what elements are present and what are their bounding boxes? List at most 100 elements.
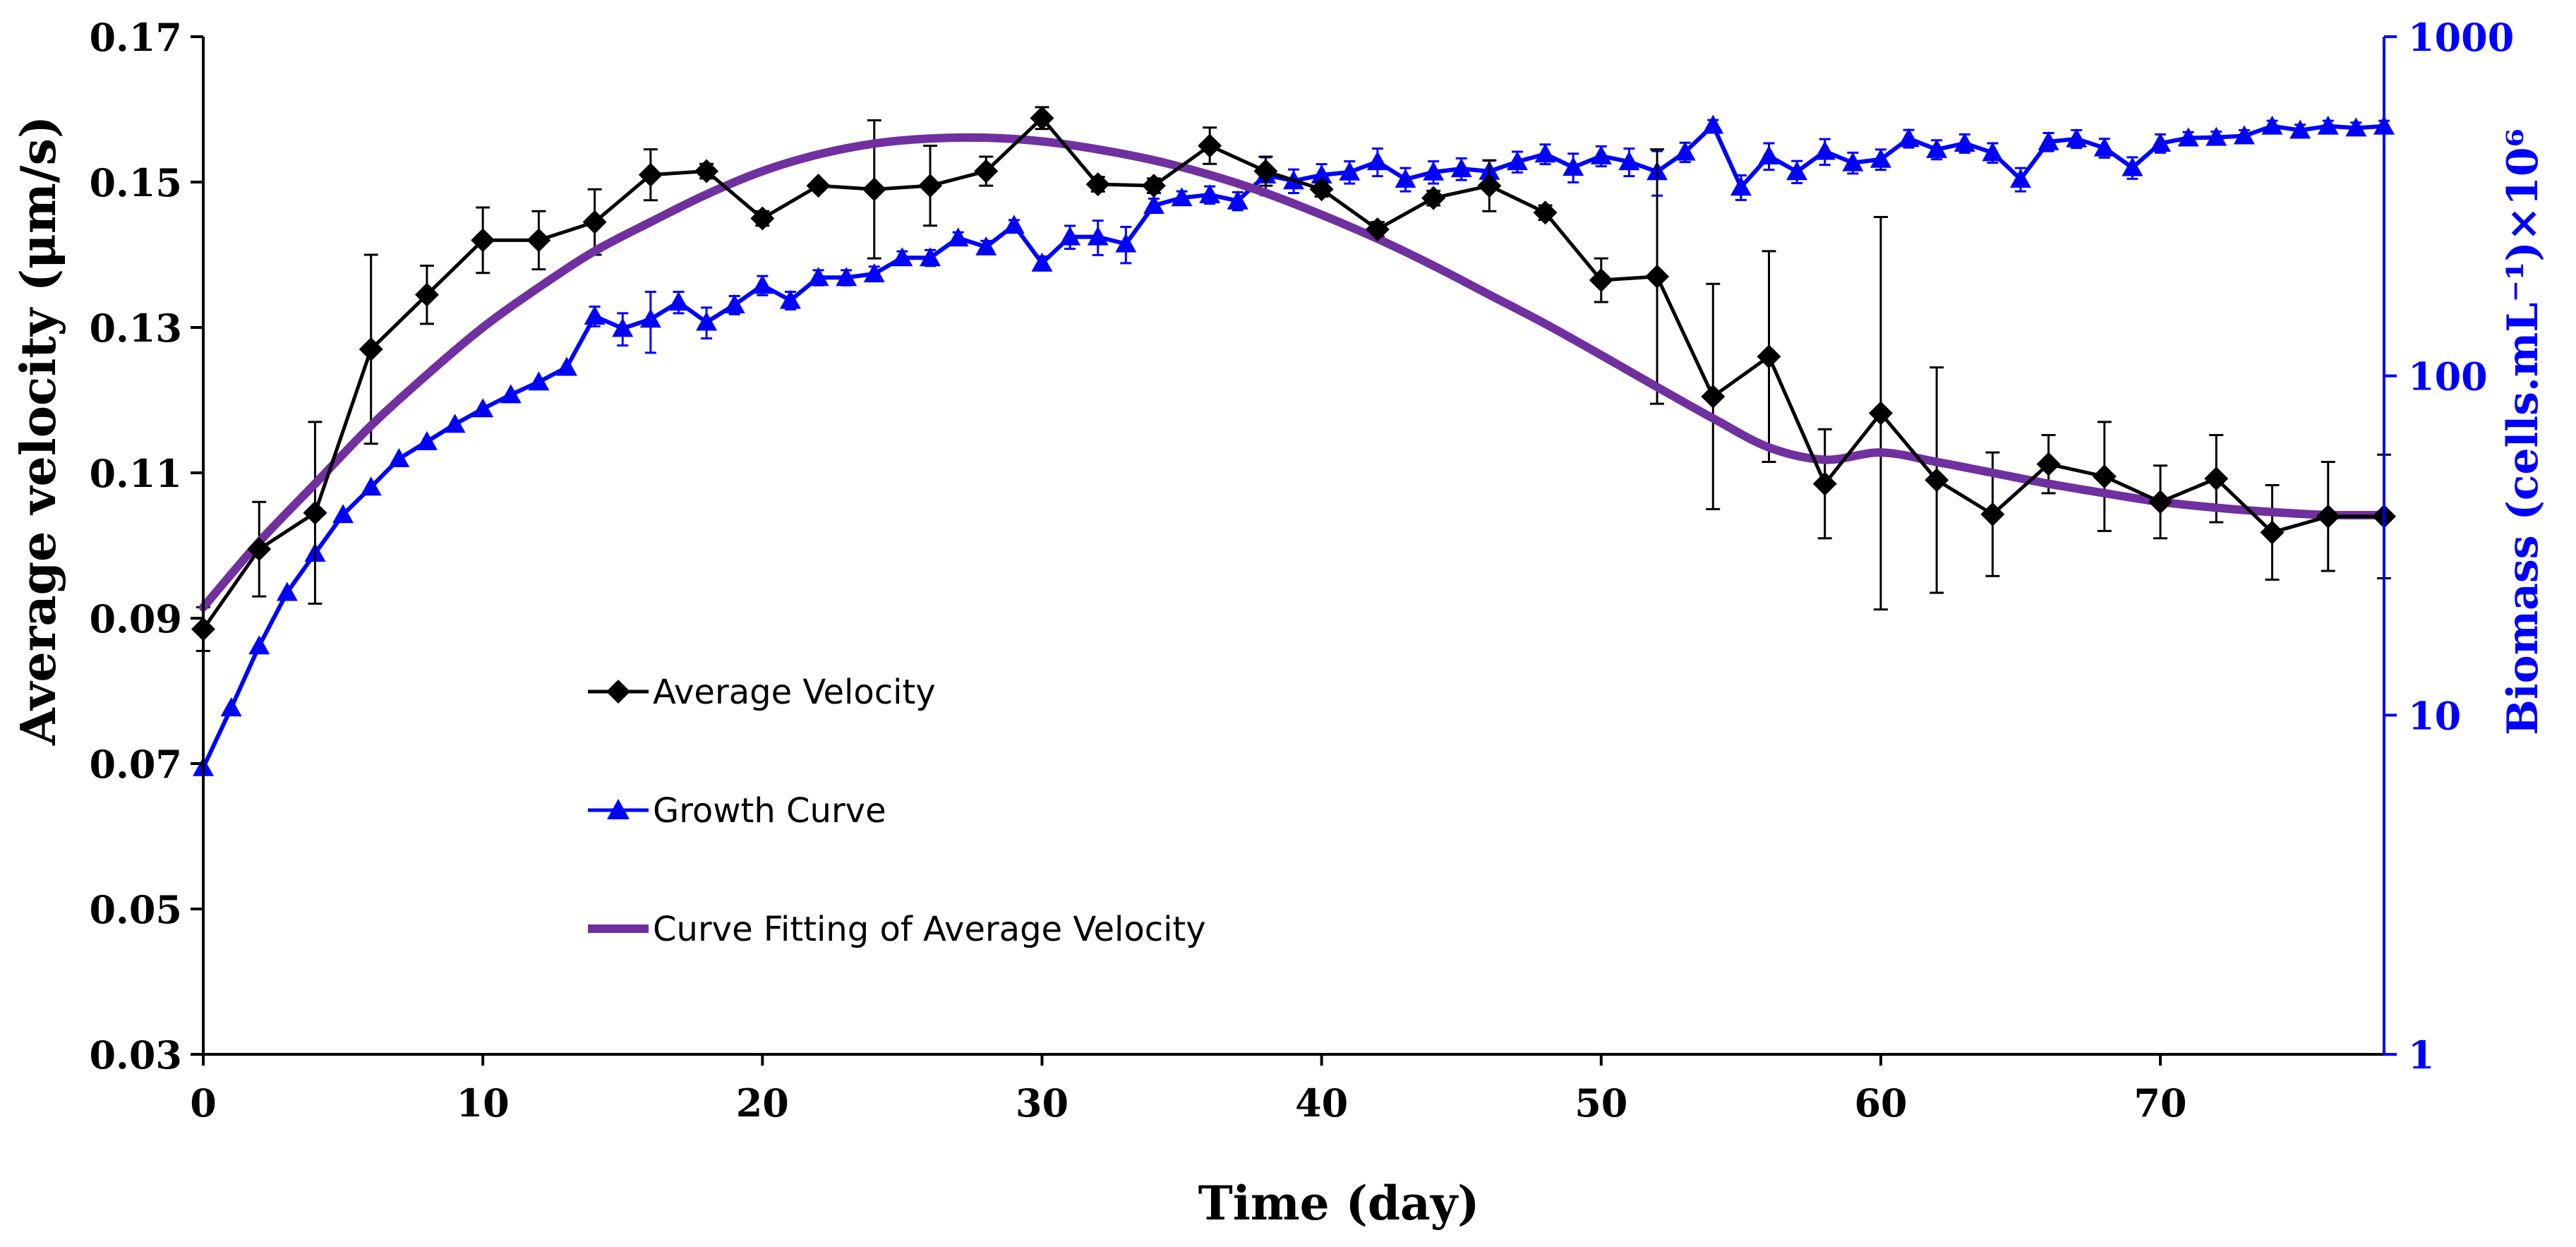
growth-point xyxy=(1087,226,1109,246)
y-left-tick-label: 0.11 xyxy=(89,451,182,496)
growth-point xyxy=(1115,233,1137,253)
legend-velocity-marker xyxy=(606,680,630,704)
velocity-point xyxy=(2092,464,2117,489)
y-axis-left-label: Average velocity (μm/s) xyxy=(11,116,67,746)
growth-point xyxy=(1199,183,1221,203)
growth-point xyxy=(1758,145,1780,165)
velocity-point xyxy=(1757,344,1781,369)
growth-point xyxy=(1031,252,1053,272)
growth-point xyxy=(1366,151,1388,171)
y-right-tick-label: 10 xyxy=(2408,693,2461,738)
growth-point xyxy=(2177,127,2199,147)
growth-point xyxy=(1506,151,1528,171)
x-axis-label: Time (day) xyxy=(1198,1176,1480,1231)
y-right-tick-label: 1000 xyxy=(2408,15,2514,60)
velocity-point xyxy=(2260,520,2285,545)
growth-point xyxy=(584,306,606,325)
velocity-point xyxy=(1533,200,1558,225)
axes: 0 10 20 30 40 50 60 70 0.03 0.05 0.07 0.09 0.11 0.13 0… xyxy=(89,15,2514,1126)
growth-point xyxy=(668,291,690,311)
growth-point xyxy=(2066,128,2088,147)
growth-point xyxy=(1003,215,1025,234)
growth-point xyxy=(836,267,857,287)
velocity-point xyxy=(2204,466,2229,491)
growth-point xyxy=(1450,158,1472,178)
growth-point xyxy=(779,289,801,309)
growth-point xyxy=(1926,138,1948,158)
growth-point xyxy=(1618,151,1640,171)
velocity-point xyxy=(1253,159,1278,183)
velocity-point xyxy=(862,177,886,202)
y-left-tick-label: 0.15 xyxy=(89,160,182,205)
growth-point xyxy=(360,476,382,496)
velocity-point xyxy=(2316,504,2340,529)
growth-point xyxy=(1171,187,1193,207)
x-tick-label: 50 xyxy=(1575,1080,1627,1126)
growth-point xyxy=(2010,168,2031,188)
velocity-point xyxy=(1309,177,1334,202)
growth-point xyxy=(1227,190,1248,210)
growth-point xyxy=(2205,126,2227,146)
velocity-point xyxy=(1421,186,1446,210)
growth-point xyxy=(2345,117,2367,137)
velocity-point xyxy=(1925,468,1949,493)
growth-point xyxy=(332,504,354,524)
legend-velocity-label: Average Velocity xyxy=(653,673,936,712)
velocity-point xyxy=(1589,268,1613,293)
x-tick-label: 30 xyxy=(1016,1080,1069,1126)
growth-point xyxy=(612,318,634,337)
legend-growth-marker xyxy=(607,799,630,819)
legend-fit-label: Curve Fitting of Average Velocity xyxy=(653,910,1206,949)
growth-point xyxy=(752,275,774,294)
velocity-point xyxy=(1980,502,2005,526)
growth-point xyxy=(472,398,494,418)
growth-point xyxy=(1982,142,2004,162)
velocity-point xyxy=(471,228,495,253)
velocity-point xyxy=(918,174,942,198)
growth-point xyxy=(416,430,438,450)
velocity-point xyxy=(1085,172,1110,197)
growth-point xyxy=(1534,143,1556,163)
velocity-point xyxy=(1141,174,1166,198)
velocity-point xyxy=(359,337,383,361)
velocity-point xyxy=(1701,384,1726,409)
growth-point xyxy=(723,294,745,313)
velocity-line xyxy=(201,116,2384,630)
legend-growth-label: Growth Curve xyxy=(653,791,886,831)
velocity-point xyxy=(303,500,327,525)
velocity-point xyxy=(1812,471,1837,496)
growth-point xyxy=(1395,168,1416,188)
growth-point xyxy=(1059,226,1081,246)
velocity-point xyxy=(806,174,831,198)
velocity-point xyxy=(526,228,551,253)
growth-point xyxy=(1563,157,1584,176)
legend: Average Velocity Growth Curve Curve Fittin… xyxy=(588,673,1206,949)
y-axis-right-label: Biomass (cells.mL⁻¹)×10⁶ xyxy=(2498,128,2548,735)
y-left-tick-label: 0.03 xyxy=(89,1032,182,1078)
velocity-point xyxy=(414,282,439,307)
growth-point xyxy=(1870,148,1891,168)
x-tick-label: 70 xyxy=(2133,1080,2186,1126)
growth-point xyxy=(248,635,270,655)
growth-point xyxy=(500,384,522,404)
y-left-tick-label: 0.13 xyxy=(89,306,182,351)
growth-point xyxy=(891,247,913,267)
velocity-point xyxy=(1868,401,1893,426)
growth-point xyxy=(975,236,997,255)
growth-point xyxy=(1814,140,1836,160)
growth-point xyxy=(2150,133,2172,152)
velocity-point xyxy=(582,210,607,234)
growth-point xyxy=(2121,157,2143,176)
velocity-point xyxy=(1477,174,1502,198)
velocity-point xyxy=(638,162,663,187)
growth-point xyxy=(639,308,661,328)
growth-point xyxy=(1311,164,1332,184)
x-tick-label: 0 xyxy=(190,1080,217,1126)
y-right-tick-label: 100 xyxy=(2408,354,2488,399)
velocity-fit-curve xyxy=(199,133,2388,612)
growth-point xyxy=(1423,161,1445,181)
growth-point xyxy=(276,582,298,601)
growth-point xyxy=(1590,145,1612,165)
growth-point xyxy=(807,267,829,287)
